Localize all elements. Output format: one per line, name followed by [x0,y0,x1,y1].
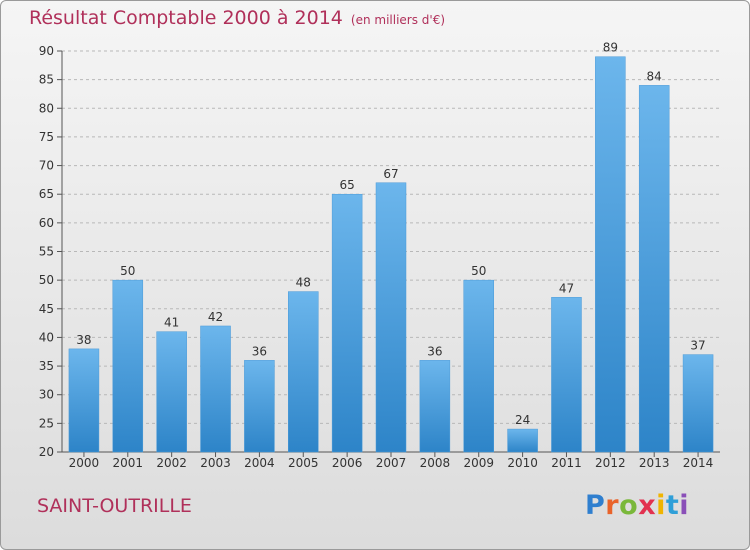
commune-name: SAINT-OUTRILLE [37,495,192,517]
bar-2001 [112,279,144,453]
data-labels: 38 50 41 42 36 48 65 67 36 50 24 47 89 84 37 [76,41,705,427]
chart-title-text: Résultat Comptable 2000 à 2014 [29,7,343,29]
bar-2012 [595,56,626,453]
x-tick-label: 2012 [595,456,626,470]
data-label: 84 [647,69,662,83]
x-tick-label: 2009 [463,456,494,470]
bar-2007 [375,182,407,453]
logo-letter: x [638,490,657,521]
x-tick-label: 2011 [551,456,582,470]
x-tick-label: 2004 [244,456,275,470]
bar-2002 [156,331,187,453]
bars [68,56,714,453]
x-tick-label: 2003 [200,456,231,470]
y-tick-label: 65 [39,187,54,201]
y-tick-label: 85 [39,73,54,87]
bar-2003 [200,325,231,453]
bar-2000 [68,348,100,453]
y-tick-label: 80 [39,101,54,115]
y-tick-label: 50 [39,273,54,287]
bar-chart: 20 25 30 35 40 45 50 55 60 65 70 75 80 85 90 2000 2001 20… [39,41,720,470]
data-label: 36 [427,344,442,358]
bar-2010 [507,428,538,453]
data-label: 89 [603,41,618,55]
y-tick-label: 25 [39,416,54,430]
data-label: 36 [252,344,267,358]
x-tick-label: 2013 [639,456,670,470]
x-tick-label: 2000 [69,456,100,470]
data-label: 47 [559,281,574,295]
proxiti-logo[interactable]: Proxiti [585,490,689,521]
y-tick-label: 90 [39,44,54,58]
axes: 20 25 30 35 40 45 50 55 60 65 70 75 80 85 90 2000 2001 20… [39,44,720,470]
data-label: 37 [690,339,705,353]
logo-letter: t [665,490,680,521]
chart-unit-note: (en milliers d'€) [350,13,446,27]
y-tick-label: 30 [39,388,54,402]
bar-2014 [682,354,714,453]
data-label: 50 [471,264,486,278]
y-tick-label: 60 [39,216,54,230]
bar-2009 [463,279,494,453]
y-tick-label: 35 [39,359,54,373]
x-tick-label: 2001 [113,456,144,470]
bar-2011 [551,297,582,453]
data-label: 38 [76,333,91,347]
x-tick-label: 2002 [156,456,187,470]
x-tick-label: 2008 [420,456,451,470]
y-tick-label: 20 [39,445,54,459]
data-label: 41 [164,316,179,330]
logo-letter: i [656,490,666,521]
y-tick-label: 40 [39,330,54,344]
data-label: 67 [383,167,398,181]
y-tick-label: 75 [39,130,54,144]
data-label: 24 [515,413,530,427]
logo-letter: o [619,490,639,521]
x-tick-label: 2010 [507,456,538,470]
x-tick-label: 2007 [376,456,407,470]
y-tick-label: 70 [39,159,54,173]
bar-2004 [244,360,275,453]
data-label: 48 [296,276,311,290]
x-tick-label: 2014 [683,456,714,470]
bar-2006 [331,193,363,453]
bar-2013 [638,85,670,453]
bar-2005 [288,291,319,453]
data-label: 65 [339,178,354,192]
y-tick-label: 55 [39,245,54,259]
chart-title: Résultat Comptable 2000 à 2014 (en millie… [29,7,445,29]
logo-letter: r [605,490,620,521]
bar-2008 [419,360,451,453]
logo-letter: P [585,490,606,521]
logo-letter: i [679,490,690,521]
x-tick-label: 2005 [288,456,319,470]
y-tick-label: 45 [39,302,54,316]
x-tick-label: 2006 [332,456,363,470]
data-label: 50 [120,264,135,278]
data-label: 42 [208,310,223,324]
